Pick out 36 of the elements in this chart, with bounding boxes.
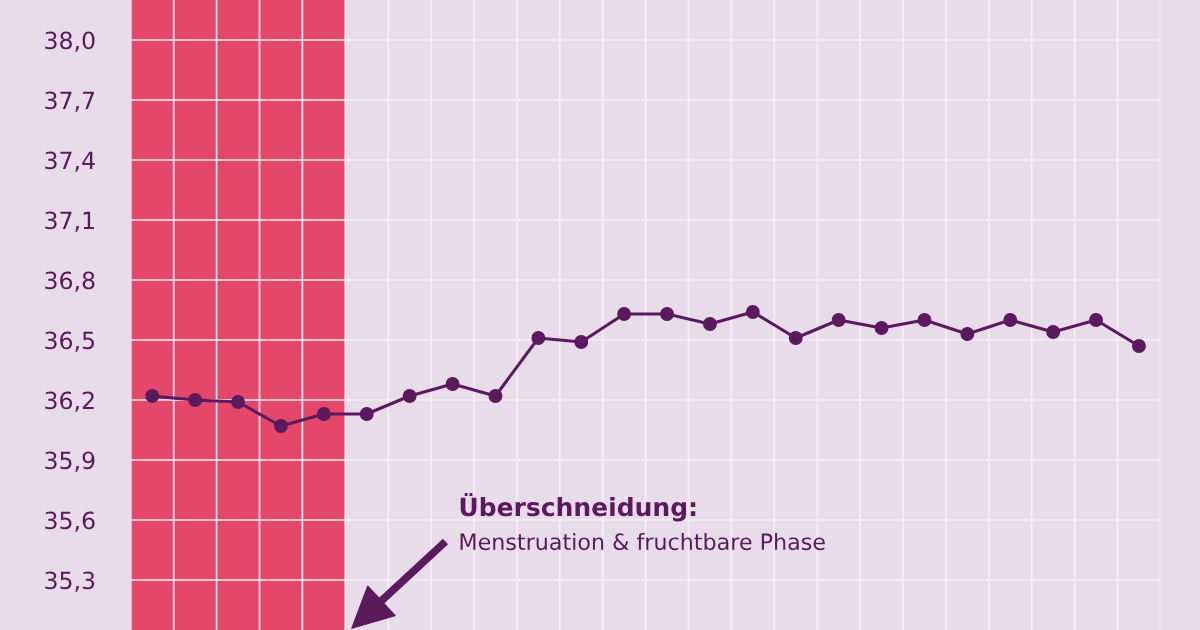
point: [402, 389, 417, 403]
y-tick-label: 37,1: [45, 211, 94, 232]
point: [917, 313, 932, 327]
point: [660, 307, 674, 321]
point: [874, 321, 889, 335]
point: [531, 331, 546, 345]
point: [316, 407, 331, 421]
point: [745, 305, 760, 319]
point: [274, 419, 288, 433]
point: [574, 335, 589, 349]
point: [359, 407, 374, 421]
y-tick-label: 35,6: [45, 511, 95, 532]
point: [703, 317, 717, 331]
point: [1003, 313, 1018, 327]
point: [488, 389, 503, 403]
point: [231, 395, 245, 409]
annotation: Menstruation & fruchtbare Phase: [460, 532, 825, 551]
y-tick-label: 36,2: [45, 391, 94, 412]
point: [188, 393, 203, 407]
y-tick-label: 35,9: [45, 451, 95, 472]
point: [617, 307, 632, 321]
y-tick-label: 38,0: [45, 31, 95, 52]
y-tick-label: 35,3: [45, 571, 95, 592]
point: [960, 327, 975, 341]
y-tick-label: 36,5: [45, 331, 95, 352]
point: [145, 389, 160, 403]
point: [1046, 325, 1061, 339]
point: [1089, 313, 1103, 327]
point: [831, 313, 846, 327]
annotation: Überschneidung:: [460, 492, 696, 522]
y-tick-label: 36,8: [45, 271, 95, 292]
point: [1132, 339, 1146, 353]
y-tick-label: 37,4: [45, 151, 95, 172]
point: [788, 331, 803, 345]
y-tick-label: 37,7: [45, 91, 95, 112]
point: [445, 377, 460, 391]
